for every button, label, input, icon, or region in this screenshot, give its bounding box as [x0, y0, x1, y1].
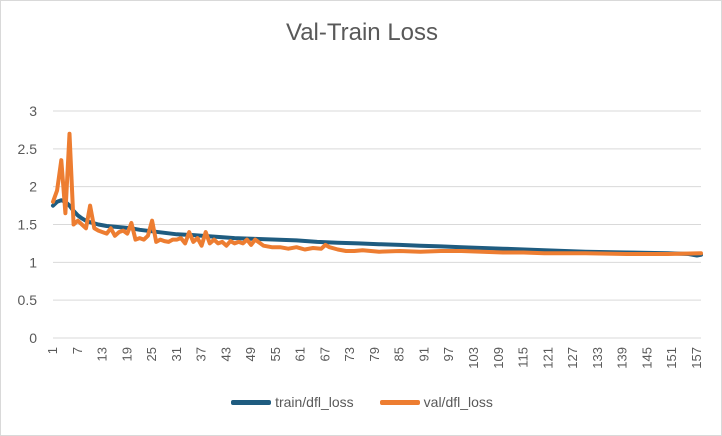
- x-tick-label: 37: [194, 347, 209, 361]
- x-tick-label: 13: [95, 347, 110, 361]
- x-tick-label: 61: [293, 347, 308, 361]
- legend: train/dfl_loss val/dfl_loss: [1, 394, 721, 410]
- x-tick-label: 79: [367, 347, 382, 361]
- x-tick-label: 139: [615, 347, 630, 369]
- y-tick-label: 2: [29, 179, 37, 195]
- series-line-train: [51, 198, 703, 258]
- y-axis-ticks: 0 0.5 1 1.5 2 2.5 3: [18, 103, 38, 346]
- y-tick-label: 0.5: [18, 292, 38, 308]
- x-tick-label: 19: [119, 347, 134, 361]
- y-tick-label: 2.5: [18, 141, 38, 157]
- x-tick-label: 43: [218, 347, 233, 361]
- x-tick-label: 91: [416, 347, 431, 361]
- x-tick-label: 55: [268, 347, 283, 361]
- x-tick-label: 85: [392, 347, 407, 361]
- x-tick-label: 25: [144, 347, 159, 361]
- x-tick-label: 7: [70, 347, 85, 354]
- x-tick-label: 109: [491, 347, 506, 369]
- y-tick-label: 0: [29, 330, 37, 346]
- x-tick-label: 133: [590, 347, 605, 369]
- gridlines: [53, 110, 701, 339]
- x-tick-label: 115: [516, 347, 531, 368]
- series-line-val: [51, 131, 703, 256]
- y-tick-label: 3: [29, 103, 37, 119]
- legend-swatch-train: [231, 399, 272, 405]
- x-tick-label: 157: [689, 347, 704, 369]
- x-tick-label: 49: [243, 347, 258, 361]
- x-tick-label: 121: [540, 347, 555, 369]
- x-tick-label: 127: [565, 347, 580, 369]
- x-axis-ticks: 1 7 13 19 25 31 37 43 49 55 61 67 73 79 85 91 97 103 109 11…: [45, 347, 704, 369]
- series-lines: [51, 131, 703, 258]
- legend-item-val: val/dfl_loss: [379, 394, 493, 410]
- x-tick-label: 67: [317, 347, 332, 361]
- chart-title: Val-Train Loss: [285, 19, 439, 46]
- x-tick-label: 97: [441, 347, 456, 361]
- legend-swatch-val: [379, 399, 420, 405]
- y-tick-label: 1: [29, 254, 37, 270]
- x-tick-label: 151: [664, 347, 679, 369]
- x-tick-label: 31: [169, 347, 184, 361]
- x-tick-label: 103: [466, 347, 481, 369]
- x-tick-label: 73: [342, 347, 357, 361]
- y-tick-label: 1.5: [18, 217, 38, 233]
- x-tick-label: 145: [639, 347, 654, 369]
- legend-item-train: train/dfl_loss: [231, 394, 354, 410]
- x-tick-label: 1: [45, 347, 60, 354]
- legend-label-train: train/dfl_loss: [275, 394, 354, 410]
- legend-label-val: val/dfl_loss: [423, 394, 493, 410]
